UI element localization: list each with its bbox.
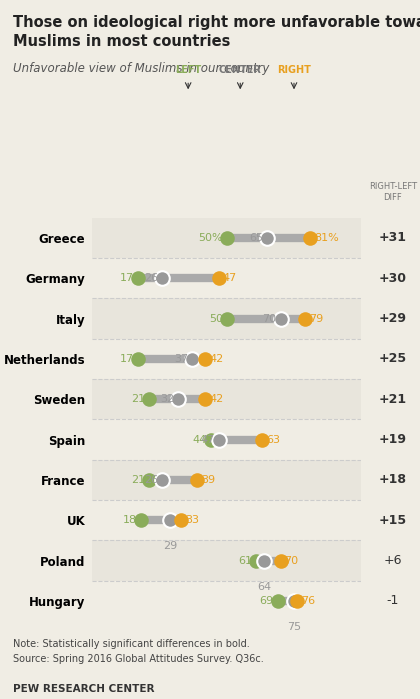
- Text: -1: -1: [386, 594, 399, 607]
- Bar: [92, 298, 361, 339]
- Point: [159, 475, 165, 486]
- Text: PEW RESEARCH CENTER: PEW RESEARCH CENTER: [13, 684, 154, 693]
- Point: [277, 555, 284, 566]
- Point: [145, 394, 152, 405]
- Bar: [92, 339, 361, 379]
- Point: [215, 434, 222, 445]
- Point: [207, 434, 214, 445]
- Text: 63: 63: [266, 435, 280, 445]
- Point: [302, 313, 308, 324]
- Text: 50: 50: [209, 314, 223, 324]
- Text: 21: 21: [131, 475, 145, 485]
- Point: [261, 555, 268, 566]
- Text: 33: 33: [185, 515, 199, 525]
- Point: [202, 394, 209, 405]
- Text: RIGHT: RIGHT: [277, 65, 311, 75]
- Text: 70: 70: [285, 556, 299, 565]
- Point: [258, 434, 265, 445]
- Point: [293, 596, 300, 607]
- Point: [135, 273, 142, 284]
- Text: 17: 17: [120, 354, 134, 364]
- Text: Unfavorable view of Muslims in our country: Unfavorable view of Muslims in our count…: [13, 62, 269, 75]
- Point: [275, 596, 281, 607]
- Point: [202, 353, 209, 364]
- Point: [277, 313, 284, 324]
- Text: +31: +31: [379, 231, 407, 245]
- Text: +25: +25: [379, 352, 407, 366]
- Text: +19: +19: [379, 433, 407, 446]
- Bar: [92, 460, 361, 500]
- Point: [167, 514, 174, 526]
- Text: 26: 26: [144, 475, 158, 485]
- Text: 61: 61: [238, 556, 252, 565]
- Text: 29: 29: [163, 541, 178, 552]
- Point: [178, 514, 184, 526]
- Text: 64: 64: [257, 582, 271, 591]
- Text: 79: 79: [309, 314, 323, 324]
- Text: RIGHT-LEFT
DIFF: RIGHT-LEFT DIFF: [369, 182, 417, 201]
- Bar: [92, 218, 361, 258]
- Text: 47: 47: [200, 435, 215, 445]
- Text: 32: 32: [160, 394, 174, 404]
- Text: 70: 70: [262, 314, 276, 324]
- Text: 44: 44: [192, 435, 207, 445]
- Text: 42: 42: [209, 354, 223, 364]
- Text: 39: 39: [201, 475, 215, 485]
- Point: [145, 475, 152, 486]
- Text: 75: 75: [287, 622, 301, 632]
- Text: +15: +15: [379, 514, 407, 527]
- Text: 69: 69: [260, 596, 274, 606]
- Text: 18: 18: [123, 515, 137, 525]
- Point: [291, 596, 297, 607]
- Point: [215, 273, 222, 284]
- Text: +6: +6: [383, 554, 402, 567]
- Point: [307, 232, 313, 243]
- Text: 17: 17: [120, 273, 134, 283]
- Text: 81%: 81%: [314, 233, 339, 243]
- Text: 42: 42: [209, 394, 223, 404]
- Text: +18: +18: [379, 473, 407, 487]
- Point: [253, 555, 260, 566]
- Bar: [92, 379, 361, 419]
- Bar: [92, 540, 361, 581]
- Bar: [92, 258, 361, 298]
- Text: +30: +30: [379, 272, 407, 284]
- Point: [223, 313, 230, 324]
- Text: Source: Spring 2016 Global Attitudes Survey. Q36c.: Source: Spring 2016 Global Attitudes Sur…: [13, 654, 263, 663]
- Bar: [92, 581, 361, 621]
- Text: 76: 76: [301, 596, 315, 606]
- Point: [223, 232, 230, 243]
- Text: 65: 65: [249, 233, 263, 243]
- Text: 37: 37: [174, 354, 188, 364]
- Text: 21: 21: [131, 394, 145, 404]
- Point: [159, 273, 165, 284]
- Point: [135, 353, 142, 364]
- Text: LEFT: LEFT: [175, 65, 201, 75]
- Bar: [92, 500, 361, 540]
- Bar: [92, 419, 361, 460]
- Text: +21: +21: [379, 393, 407, 405]
- Text: 50%: 50%: [198, 233, 223, 243]
- Text: Note: Statistically significant differences in bold.: Note: Statistically significant differen…: [13, 639, 249, 649]
- Point: [137, 514, 144, 526]
- Text: 47: 47: [223, 273, 237, 283]
- Text: CENTER: CENTER: [219, 65, 262, 75]
- Point: [264, 232, 270, 243]
- Text: +29: +29: [379, 312, 407, 325]
- Point: [194, 475, 201, 486]
- Point: [175, 394, 182, 405]
- Text: Those on ideological right more unfavorable toward
Muslims in most countries: Those on ideological right more unfavora…: [13, 15, 420, 49]
- Point: [189, 353, 195, 364]
- Text: 26: 26: [144, 273, 158, 283]
